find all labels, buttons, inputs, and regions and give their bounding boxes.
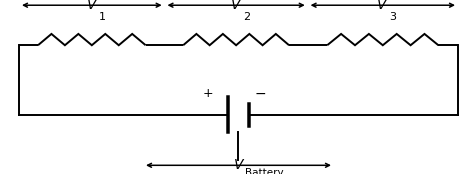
Text: V: V xyxy=(87,0,96,12)
Text: 2: 2 xyxy=(243,11,250,22)
Text: Battery: Battery xyxy=(245,168,283,174)
Text: +: + xyxy=(202,88,212,100)
Text: 1: 1 xyxy=(99,11,106,22)
Text: 3: 3 xyxy=(388,11,395,22)
Text: V: V xyxy=(231,0,240,12)
Text: −: − xyxy=(254,87,265,101)
Text: V: V xyxy=(233,158,243,172)
Text: V: V xyxy=(376,0,386,12)
